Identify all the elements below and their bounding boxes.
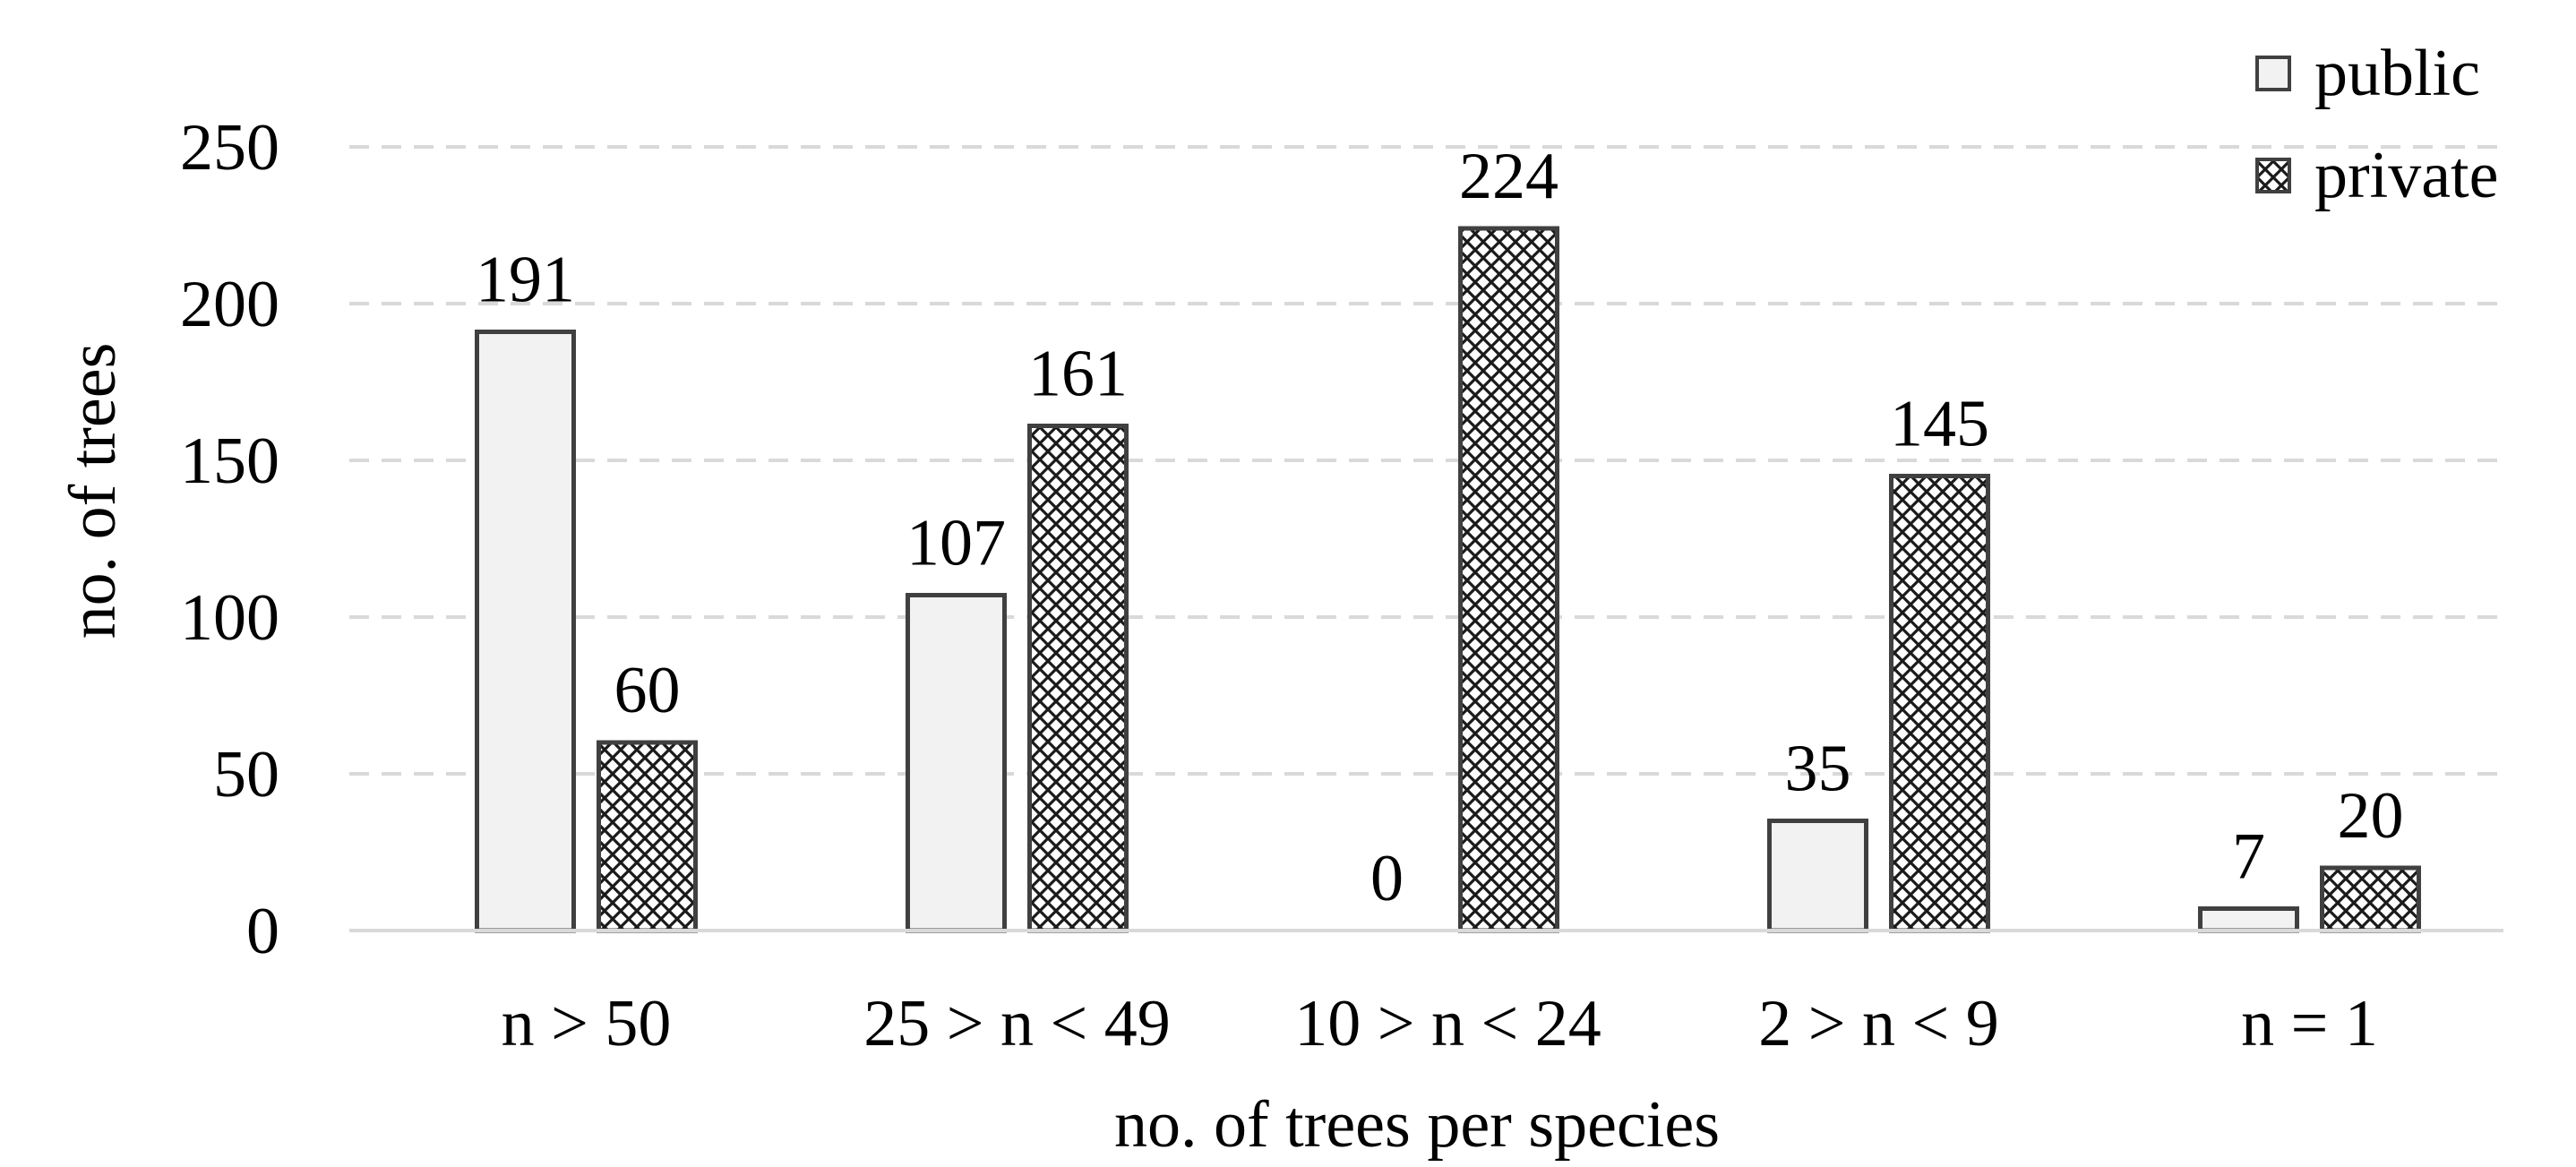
gridlines bbox=[349, 145, 2503, 776]
y-axis-ticks: 0 50 100 150 200 250 bbox=[180, 111, 279, 968]
x-category-label: 10 > n < 24 bbox=[1294, 987, 1601, 1060]
bar-private bbox=[1027, 424, 1129, 933]
data-label-private: 145 bbox=[1890, 388, 1989, 461]
y-tick-label: 0 bbox=[246, 895, 279, 968]
x-category-label: 2 > n < 9 bbox=[1758, 987, 1998, 1060]
x-category-label: n > 50 bbox=[502, 987, 672, 1060]
data-label-public: 35 bbox=[1785, 733, 1851, 806]
legend: public private bbox=[2255, 37, 2498, 212]
data-label-public: 191 bbox=[476, 244, 575, 317]
data-label-private: 224 bbox=[1459, 140, 1558, 213]
x-category-label: 25 > n < 49 bbox=[863, 987, 1170, 1060]
data-labels: 191 60 107 161 0 224 35 145 7 20 bbox=[476, 140, 2404, 915]
x-category-label: n = 1 bbox=[2241, 987, 2378, 1060]
bar-public bbox=[2198, 906, 2299, 933]
bar-public bbox=[1767, 819, 1868, 933]
y-tick-label: 200 bbox=[180, 268, 279, 341]
bar-private bbox=[1889, 474, 1990, 933]
y-tick-label: 150 bbox=[180, 425, 279, 498]
legend-swatch-public bbox=[2255, 56, 2291, 91]
bar-private bbox=[1458, 226, 1559, 933]
legend-label-public: public bbox=[2314, 37, 2480, 110]
legend-label-private: private bbox=[2314, 139, 2498, 212]
bar-private bbox=[597, 740, 698, 933]
data-label-private: 60 bbox=[614, 654, 681, 727]
legend-swatch-private bbox=[2255, 158, 2291, 193]
data-label-public: 107 bbox=[906, 507, 1006, 580]
x-axis-title: no. of trees per species bbox=[1114, 1088, 1720, 1162]
bars bbox=[475, 226, 2421, 933]
data-label-public: 7 bbox=[2232, 820, 2265, 894]
y-tick-label: 100 bbox=[180, 581, 279, 655]
bar-public bbox=[906, 593, 1007, 933]
y-tick-label: 250 bbox=[180, 111, 279, 184]
bar-private bbox=[2320, 865, 2421, 933]
y-tick-label: 50 bbox=[213, 738, 279, 811]
bar-public bbox=[475, 330, 576, 933]
x-axis-categories: n > 50 25 > n < 49 10 > n < 24 2 > n < 9 n =… bbox=[502, 987, 2378, 1060]
y-axis-title: no. of trees bbox=[56, 343, 130, 639]
data-label-public: 0 bbox=[1370, 842, 1404, 915]
data-label-private: 20 bbox=[2338, 779, 2404, 853]
data-label-private: 161 bbox=[1028, 338, 1128, 411]
